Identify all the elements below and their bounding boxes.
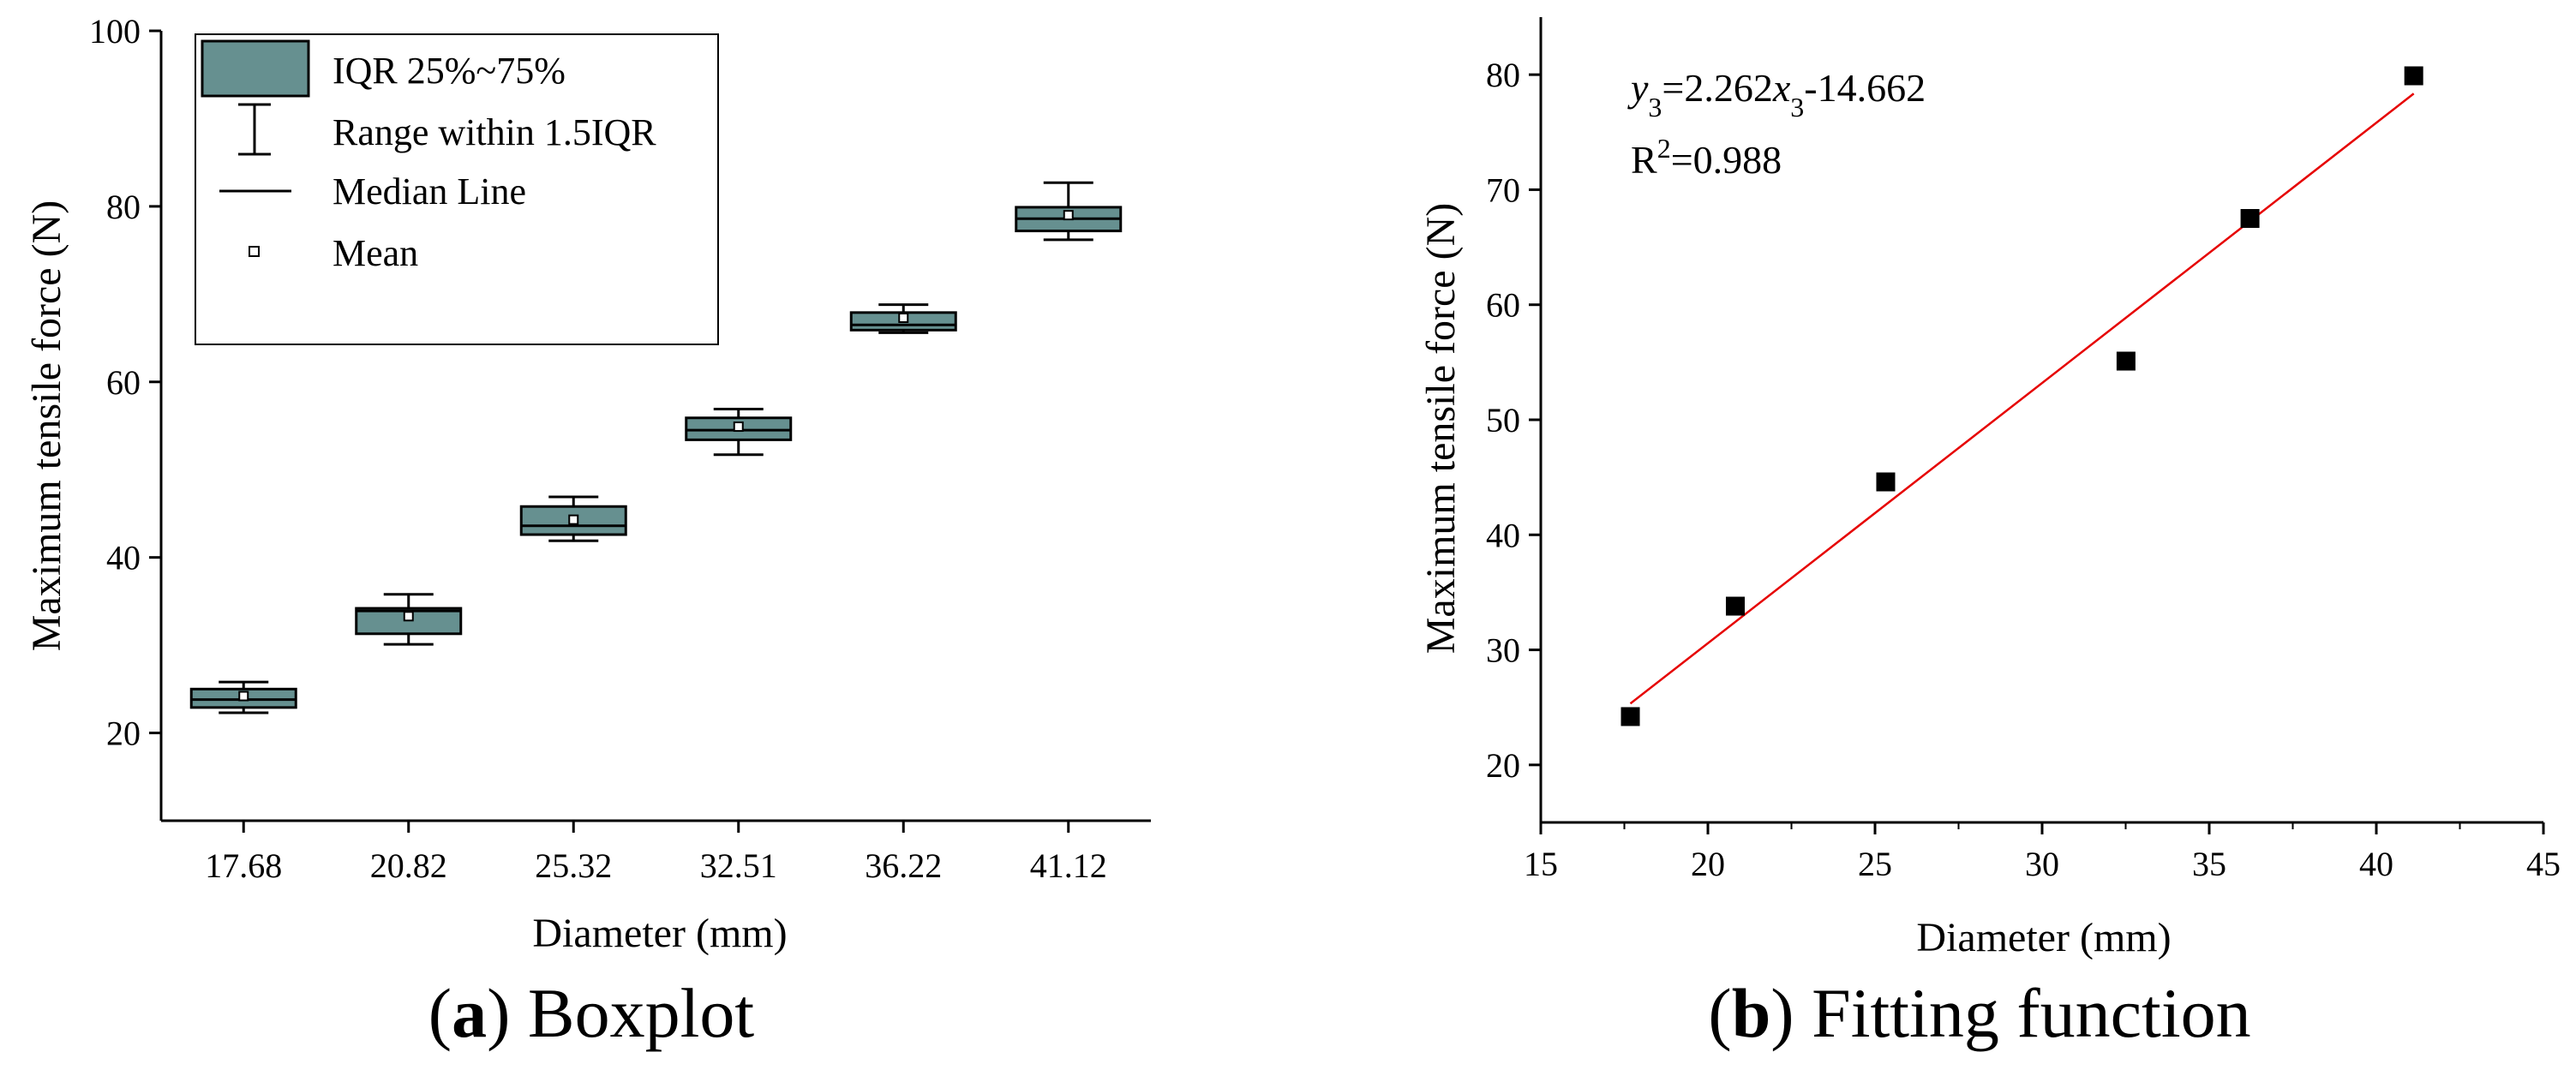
scatter-x-tick-label: 15	[1524, 845, 1558, 883]
scatter-y-tick-label: 50	[1486, 401, 1520, 439]
scatter-y-tick-label: 70	[1486, 170, 1520, 209]
data-point	[2116, 351, 2136, 371]
mean-marker	[1063, 210, 1074, 221]
boxplot-y-tick-label: 40	[106, 539, 141, 577]
data-point	[1725, 596, 1745, 616]
scatter-x-tick-label: 45	[2526, 845, 2561, 883]
mean-marker	[403, 611, 414, 622]
scatter-x-axis-label: Diameter (mm)	[1916, 915, 2171, 960]
mean-marker	[568, 514, 579, 525]
legend-median-label: Median Line	[332, 170, 526, 212]
fit-equation: y3=2.262x3-14.662	[1627, 66, 1926, 123]
data-point	[2404, 66, 2423, 86]
boxplot-y-axis-label: Maximum tensile force (N)	[24, 200, 69, 652]
legend-whisker-symbol	[238, 103, 271, 156]
boxplot-y-tick-label: 80	[106, 188, 141, 226]
scatter-y-tick-label: 60	[1486, 286, 1520, 325]
data-point	[1876, 472, 1896, 492]
scatter-x-tick-label: 30	[2025, 845, 2059, 883]
boxplot-x-tick-label: 32.51	[700, 846, 777, 885]
scatter-x-tick-label: 35	[2192, 845, 2226, 883]
data-point	[2240, 209, 2260, 228]
scatter-y-tick-label: 80	[1486, 56, 1520, 94]
scatter-y-tick-label: 30	[1486, 631, 1520, 670]
scatter-x-tick-label: 25	[1858, 845, 1892, 883]
legend-mean-symbol	[249, 246, 260, 257]
boxplot-legend: IQR 25%~75% Range within 1.5IQR Median L…	[195, 33, 719, 345]
scatter-y-tick-label: 40	[1486, 516, 1520, 554]
r-squared: R2=0.988	[1631, 133, 1782, 182]
boxplot-x-tick-label: 17.68	[205, 846, 282, 885]
fit-line	[1629, 93, 2415, 705]
boxplot-x-tick-label: 41.12	[1030, 846, 1107, 885]
legend-box-label: IQR 25%~75%	[332, 50, 566, 92]
boxplot-panel: 20 40 60 80 100 17.68 20.82 25.32 32.51 36.22 41.…	[24, 12, 1151, 1052]
mean-marker	[898, 312, 909, 323]
scatter-x-tick-label: 40	[2359, 845, 2393, 883]
boxplot-y-tick-label: 60	[106, 363, 141, 402]
data-point	[1620, 707, 1640, 726]
scatter-y-tick-label: 20	[1486, 746, 1520, 785]
scatter-x-tick-label: 20	[1691, 845, 1725, 883]
legend-mean-label: Mean	[332, 232, 418, 274]
boxplot-x-tick-label: 36.22	[865, 846, 942, 885]
boxplot-x-tick-label: 25.32	[535, 846, 612, 885]
mean-marker	[733, 421, 744, 433]
fitting-panel: 20 30 40 50 60 70 80 15 20 25 30 35 40 45 y3=2.262x3…	[1418, 17, 2561, 1052]
mean-marker	[238, 690, 249, 702]
scatter-y-axis-label: Maximum tensile force (N)	[1418, 203, 1464, 655]
boxplot-y-tick-label: 20	[106, 714, 141, 753]
boxplot-y-tick-label: 100	[89, 12, 141, 51]
boxplot-caption: (a) Boxplot	[428, 974, 755, 1052]
legend-whisker-label: Range within 1.5IQR	[332, 111, 656, 153]
boxplot-x-axis-label: Diameter (mm)	[532, 911, 787, 956]
fitting-caption: (b) Fitting function	[1708, 974, 2250, 1052]
legend-box-swatch	[201, 39, 310, 98]
boxplot-x-tick-label: 20.82	[370, 846, 447, 885]
